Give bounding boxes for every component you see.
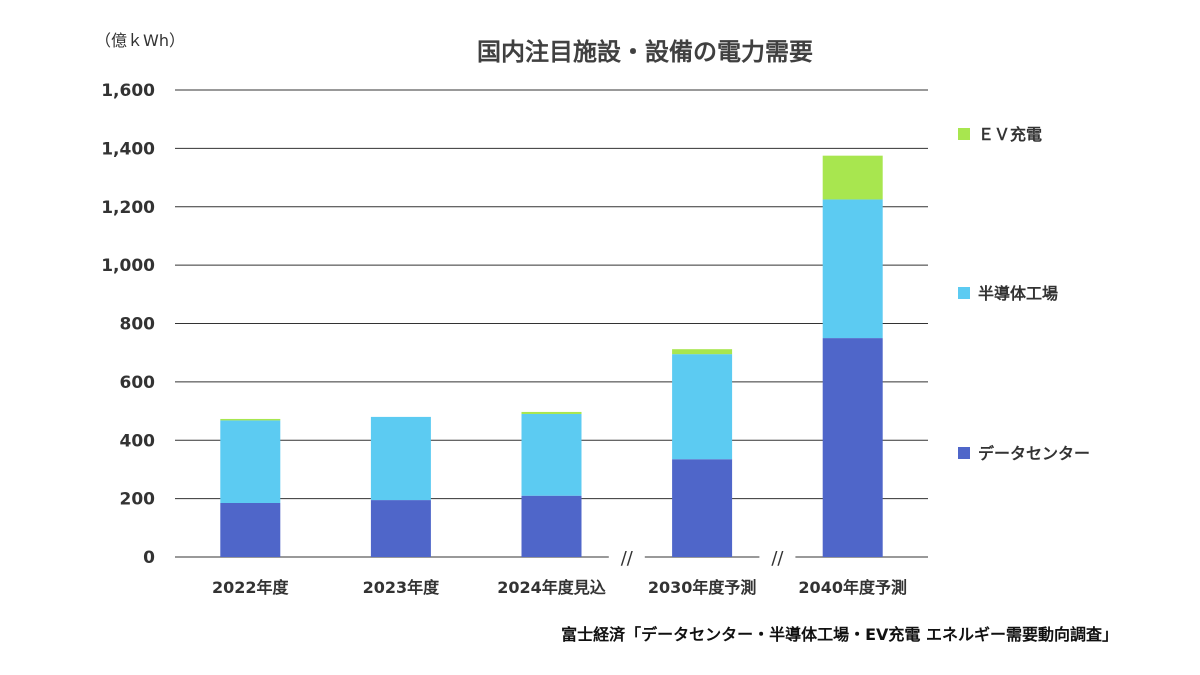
bar-segment — [370, 500, 431, 557]
legend-swatch — [958, 128, 970, 140]
bar-segment — [370, 416, 431, 501]
bar-segment — [822, 155, 883, 200]
bar-segment — [220, 418, 281, 421]
legend-swatch — [958, 287, 970, 299]
legend-label: 半導体工場 — [978, 284, 1058, 303]
source-note: 富士経済「データセンター・半導体工場・EV充電 エネルギー需要動向調査」 — [561, 625, 1118, 644]
y-tick-label: 600 — [120, 373, 156, 393]
bar-segment — [822, 199, 883, 339]
axis-break-gap — [759, 551, 796, 563]
legend-label: ＥＶ充電 — [978, 125, 1042, 144]
x-tick-label: 2023年度 — [363, 578, 441, 597]
y-axis-ticks: 0 200 400 600 800 1,000 1,200 1,400 1,600 — [101, 81, 155, 568]
y-tick-label: 1,400 — [101, 139, 155, 159]
y-tick-label: 400 — [120, 431, 156, 451]
bar-segment — [822, 338, 883, 557]
axis-break-mark: // — [771, 548, 784, 569]
bars — [220, 155, 883, 557]
bar-segment — [672, 354, 733, 460]
x-axis-ticks: 2022年度 2023年度 2024年度見込 2030年度予測 2040年度予測 — [212, 578, 907, 597]
bar-segment — [220, 420, 281, 504]
x-tick-label: 2030年度予測 — [648, 578, 757, 597]
gridlines — [175, 89, 928, 558]
bar-segment — [521, 495, 582, 557]
axis-break-mark: // — [621, 548, 634, 569]
y-tick-label: 800 — [120, 315, 156, 335]
y-tick-label: 0 — [143, 548, 155, 568]
y-unit-label: （億ｋWh） — [95, 31, 185, 50]
axis-break-gap — [608, 551, 645, 563]
bar-segment — [220, 503, 281, 557]
y-tick-label: 200 — [120, 490, 156, 510]
legend-label: データセンター — [978, 444, 1090, 463]
y-tick-label: 1,200 — [101, 198, 155, 218]
x-tick-label: 2040年度予測 — [798, 578, 907, 597]
bar-segment — [521, 413, 582, 496]
x-tick-label: 2024年度見込 — [497, 578, 606, 597]
bar-segment — [672, 459, 733, 557]
legend-swatch — [958, 447, 970, 459]
chart-title: 国内注目施設・設備の電力需要 — [477, 38, 813, 66]
axis-breaks: // // — [608, 548, 796, 569]
bar-segment — [521, 411, 582, 414]
y-tick-label: 1,000 — [101, 256, 155, 276]
x-tick-label: 2022年度 — [212, 578, 290, 597]
y-tick-label: 1,600 — [101, 81, 155, 101]
bar-segment — [672, 349, 733, 355]
